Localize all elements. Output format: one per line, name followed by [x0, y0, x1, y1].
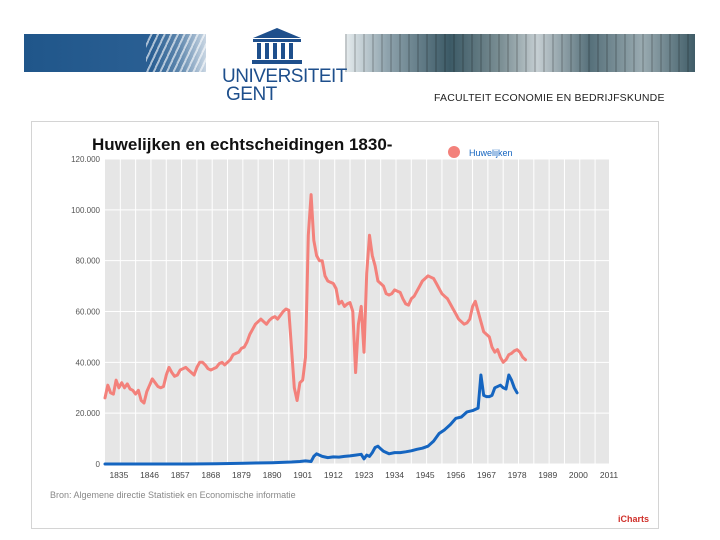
x-tick-label: 1890 — [263, 470, 282, 480]
chart-credit: iCharts — [618, 514, 649, 524]
x-tick-label: 1923 — [355, 470, 374, 480]
y-tick-label: 40.000 — [76, 358, 101, 367]
legend-marker — [448, 146, 460, 158]
faculty-name: FACULTEIT ECONOMIE EN BEDRIJFSKUNDE — [434, 92, 665, 104]
x-tick-label: 1989 — [538, 470, 557, 480]
y-tick-label: 20.000 — [76, 409, 101, 418]
x-tick-label: 1879 — [232, 470, 251, 480]
x-tick-label: 1846 — [140, 470, 159, 480]
x-tick-label: 1857 — [171, 470, 190, 480]
line-chart: 020.00040.00060.00080.000100.000120.000 … — [50, 135, 649, 524]
x-tick-label: 1978 — [508, 470, 527, 480]
series-layer — [103, 193, 527, 466]
logo-text-line2: GENT — [226, 84, 277, 105]
banner-decoration — [146, 34, 206, 72]
x-tick-label: 1912 — [324, 470, 343, 480]
y-tick-label: 100.000 — [71, 206, 100, 215]
temple-icon — [252, 28, 302, 64]
x-tick-label: 1901 — [293, 470, 312, 480]
y-tick-label: 120.000 — [71, 155, 100, 164]
x-tick-label: 1934 — [385, 470, 404, 480]
x-tick-label: 1956 — [446, 470, 465, 480]
x-tick-label: 1835 — [109, 470, 128, 480]
y-gridlines — [105, 158, 609, 465]
x-tick-label: 2011 — [600, 470, 619, 480]
university-logo: UNIVERSITEIT GENT — [222, 26, 347, 106]
x-axis: 1835 1846 1857 1868 1879 1890 1901 1912 1923 1934… — [109, 470, 618, 480]
y-tick-label: 60.000 — [76, 308, 101, 317]
y-tick-label: 80.000 — [76, 257, 101, 266]
x-gridlines — [119, 159, 596, 464]
y-axis: 0 20.000 40.000 60.000 80.000 100.000 120.000 — [71, 155, 100, 469]
logo-text-line1: UNIVERSITEIT — [222, 66, 347, 87]
legend-label: Huwelijken — [469, 148, 513, 158]
banner-photo-texture — [345, 34, 695, 72]
chart-panel: 0 20.000 40.000 60.000 80.000 100.000 120.000 … — [31, 121, 659, 529]
source-note: Bron: Algemene directie Statistiek en Ec… — [50, 490, 296, 500]
series-line-echtscheidingen — [103, 373, 519, 466]
chart-title: Huwelijken en echtscheidingen 1830- — [92, 135, 392, 154]
x-tick-label: 1945 — [416, 470, 435, 480]
header-banner-left — [24, 34, 206, 72]
x-tick-label: 1967 — [477, 470, 496, 480]
x-tick-label: 2000 — [569, 470, 588, 480]
header-banner-photo — [345, 34, 695, 72]
series-line-huwelijken — [103, 193, 527, 405]
x-tick-label: 1868 — [201, 470, 220, 480]
y-tick-label: 0 — [96, 460, 101, 469]
